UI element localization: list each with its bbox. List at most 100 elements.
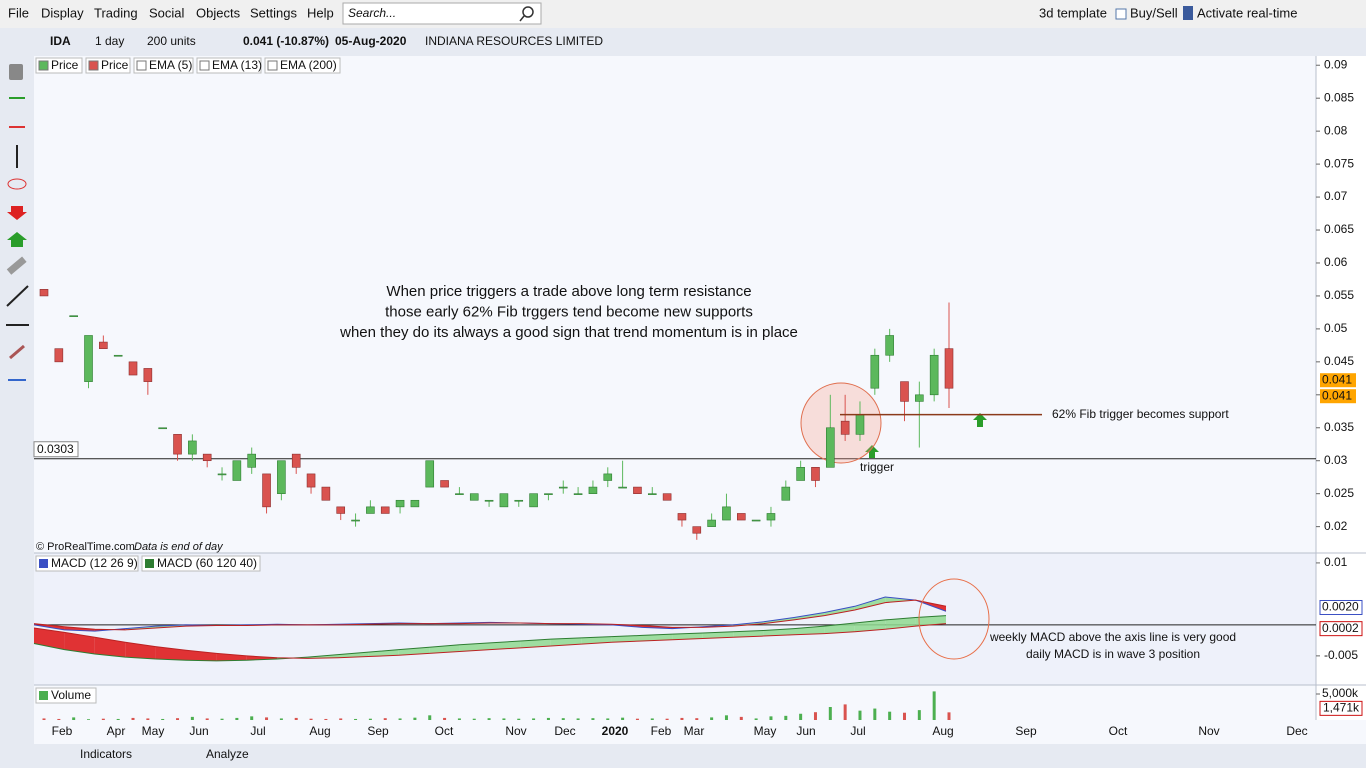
legend-button[interactable]	[35, 687, 97, 704]
tool-icons[interactable]	[6, 64, 29, 381]
candle-body	[291, 453, 301, 468]
candle-body	[113, 354, 123, 357]
candle-body	[840, 420, 850, 435]
icon[interactable]	[6, 256, 27, 275]
legend-button[interactable]	[133, 57, 194, 74]
analyze-button[interactable]: Analyze	[206, 747, 249, 761]
y-tick-label: 0.01	[1324, 555, 1348, 569]
macd-fill	[64, 632, 95, 655]
volume-bar	[680, 717, 684, 720]
y-tick-label: 0.02	[1324, 519, 1348, 533]
candle-body	[855, 414, 865, 435]
candle-body	[588, 486, 598, 494]
icon[interactable]	[9, 344, 25, 360]
legend-label[interactable]: EMA (200)	[280, 58, 337, 72]
legend-swatch	[199, 60, 210, 71]
search-box[interactable]	[342, 2, 542, 25]
legend-label[interactable]: Price	[101, 58, 129, 72]
macd-fill	[125, 642, 156, 659]
legend-label[interactable]: Volume	[51, 688, 91, 702]
macd-fill	[520, 639, 551, 648]
legend-swatch	[38, 60, 49, 71]
candle-body	[929, 354, 939, 396]
candle-body	[662, 493, 672, 501]
volume-bar	[665, 718, 669, 720]
toolbar-symbol[interactable]: IDA	[50, 34, 71, 48]
volume-bar	[42, 718, 46, 720]
candle-body	[766, 513, 776, 521]
top-button[interactable]: Activate real-time	[1197, 5, 1297, 20]
candle-body	[885, 335, 894, 356]
x-tick-label: Nov	[1198, 724, 1219, 738]
volume-bar	[888, 711, 892, 720]
legend-label[interactable]: Price	[51, 58, 79, 72]
legend-label[interactable]: MACD (60 120 40)	[157, 556, 257, 570]
menu-item[interactable]: Display	[41, 5, 84, 20]
volume-bar	[487, 718, 491, 720]
legend-button[interactable]	[196, 57, 262, 74]
volume-bar	[754, 718, 758, 720]
x-tick-label: Aug	[932, 724, 953, 738]
candle-body	[158, 427, 167, 430]
icon[interactable]	[7, 178, 27, 190]
legend-swatch	[39, 559, 48, 568]
candle-body	[796, 467, 805, 481]
legend-swatch	[136, 60, 147, 71]
menu-item[interactable]: File	[8, 5, 29, 20]
copyright: © ProRealTime.com	[36, 541, 135, 553]
price-badge	[1320, 373, 1356, 388]
toolbar-units[interactable]: 200 units	[147, 34, 196, 48]
indicators-button[interactable]: Indicators	[80, 747, 132, 761]
volume-bar	[784, 715, 788, 720]
top-button[interactable]: 3d template	[1039, 5, 1107, 20]
menu-item[interactable]: Objects	[196, 5, 241, 20]
legend-button[interactable]	[264, 57, 341, 74]
data-note: Data is end of day	[134, 541, 224, 553]
icon[interactable]	[1183, 6, 1193, 20]
green-arrows	[865, 413, 987, 458]
quote-date: 05-Aug-2020	[335, 34, 407, 48]
legend-button[interactable]	[141, 555, 261, 572]
menu-item[interactable]: Help	[307, 5, 334, 20]
legend-label[interactable]: EMA (5)	[149, 58, 192, 72]
search-icon[interactable]	[522, 6, 534, 18]
x-tick-label: Dec	[554, 724, 575, 738]
macd-circle	[918, 578, 990, 660]
volume-bar	[799, 713, 803, 720]
macd-annotation: weekly MACD above the axis line is very …	[989, 630, 1236, 644]
search-placeholder[interactable]: Search...	[348, 6, 396, 20]
top-button[interactable]: Buy/Sell	[1130, 5, 1178, 20]
menu-item[interactable]: Social	[149, 5, 185, 20]
y-tick-label: 0.055	[1324, 288, 1354, 302]
menu-item[interactable]: Settings	[250, 5, 297, 20]
y-tick-label: 0.08	[1324, 123, 1348, 137]
checkbox[interactable]	[1115, 8, 1127, 20]
toolbar-period[interactable]: 1 day	[95, 34, 124, 48]
icon[interactable]	[7, 232, 27, 247]
volume-bar	[621, 717, 625, 720]
legend-label[interactable]: MACD (12 26 9)	[51, 556, 138, 570]
menu-item[interactable]: Trading	[94, 5, 138, 20]
volume-panel	[34, 685, 1316, 720]
y-tick-label: 0.03	[1324, 453, 1348, 467]
macd-fill	[459, 642, 490, 652]
x-tick-label: Jun	[189, 724, 208, 738]
volume-bar	[591, 718, 595, 720]
icon[interactable]	[7, 206, 27, 220]
y-tick-label: -0.005	[1324, 648, 1358, 662]
y-tick-label: 0.035	[1324, 420, 1354, 434]
search-icon[interactable]	[519, 15, 525, 22]
volume-bar	[101, 718, 105, 720]
y-tick-label: 0.075	[1324, 156, 1354, 170]
volume-bar	[87, 719, 91, 720]
volume-bar	[517, 718, 521, 720]
candle-body	[573, 493, 583, 495]
candle-body	[425, 460, 435, 488]
legend-button[interactable]	[35, 555, 139, 572]
icon[interactable]	[6, 285, 29, 307]
candle-body	[469, 493, 479, 501]
icon[interactable]	[9, 64, 23, 80]
candle-body	[440, 480, 449, 488]
legend-label[interactable]: EMA (13)	[212, 58, 262, 72]
